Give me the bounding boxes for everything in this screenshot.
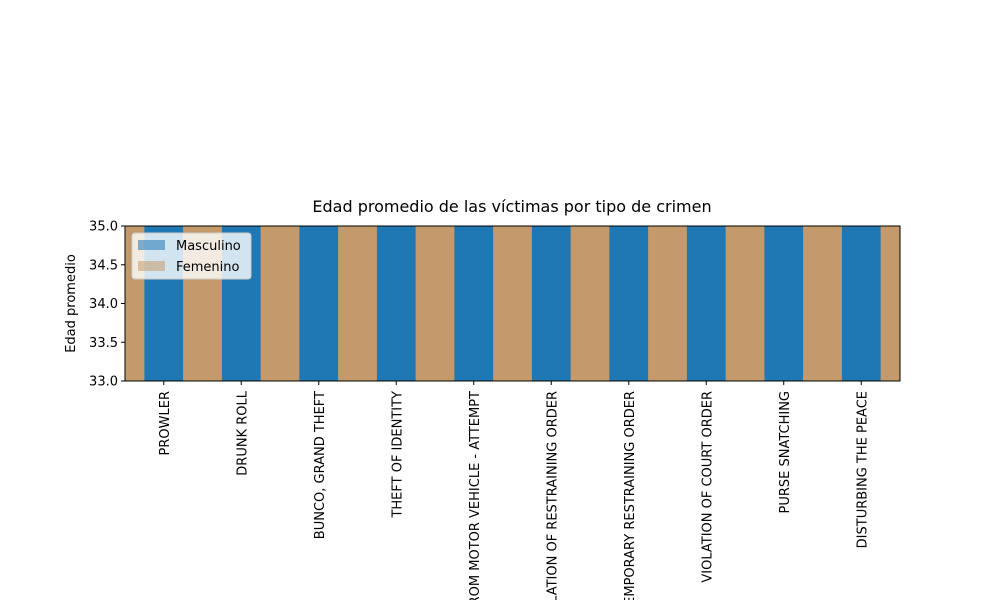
x-tick-label: VIOLATION OF COURT ORDER xyxy=(700,391,715,583)
bar xyxy=(609,226,649,381)
x-tick-label: VIOLATION OF RESTRAINING ORDER xyxy=(545,391,560,600)
legend-label: Femenino xyxy=(176,260,240,275)
plot-area xyxy=(125,226,900,381)
bar xyxy=(841,226,881,381)
x-tick-label: THEFT FROM MOTOR VEHICLE - ATTEMPT xyxy=(468,391,483,600)
x-tick-label: DRUNK ROLL xyxy=(235,390,250,475)
x-tick-label: BUNCO, GRAND THEFT xyxy=(313,391,328,539)
x-tick-label: PROWLER xyxy=(158,391,173,455)
x-tick-label: DISTURBING THE PEACE xyxy=(855,391,870,548)
legend-label: Masculino xyxy=(176,239,241,254)
bar xyxy=(299,226,339,381)
y-tick-label: 33.5 xyxy=(89,336,118,351)
bar xyxy=(454,226,494,381)
bar xyxy=(764,226,804,381)
bar xyxy=(376,226,416,381)
legend-swatch xyxy=(138,240,165,250)
y-tick-label: 34.0 xyxy=(89,297,118,312)
y-tick-label: 35.0 xyxy=(89,220,118,235)
bar xyxy=(686,226,726,381)
x-tick-label: VIOLATION OF TEMPORARY RESTRAINING ORDER xyxy=(623,391,638,600)
y-tick-label: 33.0 xyxy=(89,375,118,390)
legend-swatch xyxy=(138,261,165,271)
bar xyxy=(531,226,571,381)
y-axis-label: Edad promedio xyxy=(64,254,79,353)
y-tick-label: 34.5 xyxy=(89,258,118,273)
chart-title: Edad promedio de las víctimas por tipo d… xyxy=(312,197,711,216)
x-tick-label: THEFT OF IDENTITY xyxy=(390,391,405,519)
x-tick-label: PURSE SNATCHING xyxy=(778,391,793,514)
